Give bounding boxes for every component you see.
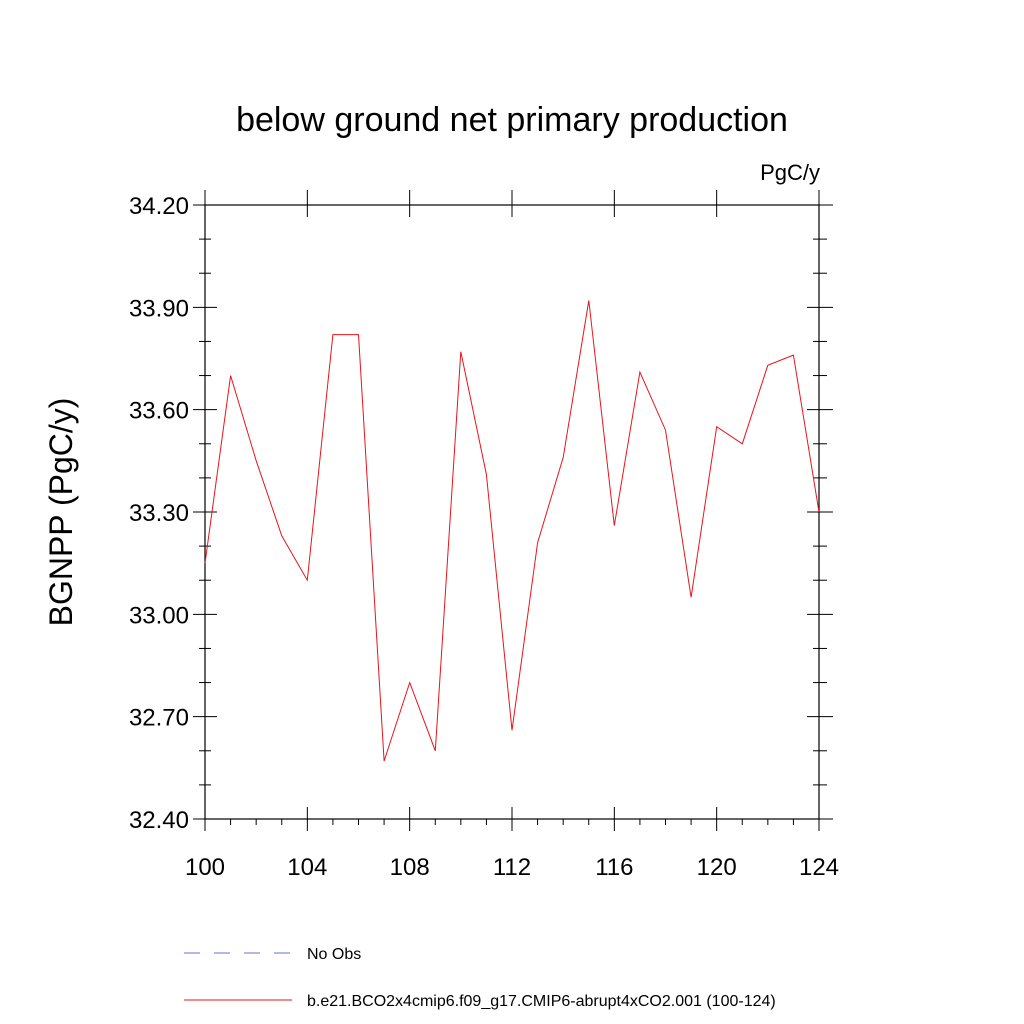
x-tick-label: 104 xyxy=(287,854,327,881)
y-tick-label: 33.00 xyxy=(129,602,189,629)
y-tick-label: 32.70 xyxy=(129,705,189,732)
y-tick-label: 34.20 xyxy=(129,193,189,220)
x-tick-label: 120 xyxy=(697,854,737,881)
series-line xyxy=(204,300,820,762)
axis-tick-labels: 100 104 108 112 116 120 124 32.40 32.70 33.00 33.3… xyxy=(129,193,839,881)
y-axis-label: BGNPP (PgC/y) xyxy=(43,398,79,627)
y-tick-label: 33.30 xyxy=(129,500,189,527)
legend: No Obs b.e21.BCO2x4cmip6.f09_g17.CMIP6-a… xyxy=(184,946,776,1010)
y-tick-label: 33.60 xyxy=(129,398,189,425)
x-tick-label: 124 xyxy=(799,854,839,881)
units-label: PgC/y xyxy=(760,160,820,185)
x-tick-label: 108 xyxy=(390,854,430,881)
x-tick-label: 100 xyxy=(185,854,225,881)
legend-label-no-obs: No Obs xyxy=(307,946,361,963)
data-series xyxy=(204,300,820,762)
x-tick-label: 116 xyxy=(595,854,633,881)
legend-label-model: b.e21.BCO2x4cmip6.f09_g17.CMIP6-abrupt4x… xyxy=(307,993,776,1010)
y-tick-label: 33.90 xyxy=(129,295,189,322)
x-tick-label: 112 xyxy=(493,854,531,881)
y-tick-label: 32.40 xyxy=(129,807,189,834)
chart-title: below ground net primary production xyxy=(236,101,788,139)
axis-ticks xyxy=(193,190,833,831)
